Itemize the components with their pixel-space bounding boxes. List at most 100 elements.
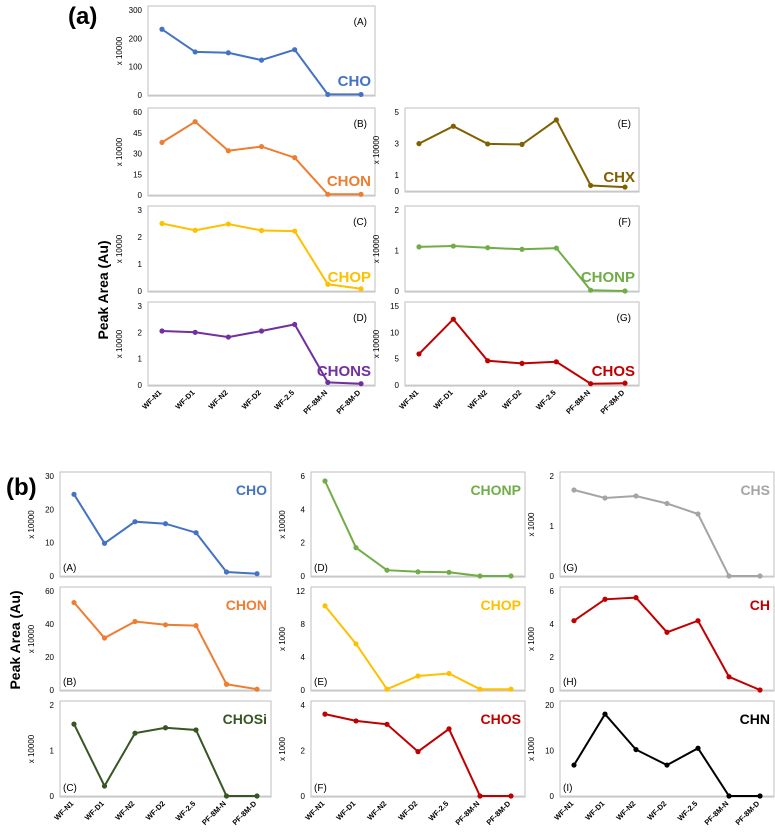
data-point (477, 793, 483, 799)
y-tick-label: 10 (390, 328, 399, 337)
data-point (358, 91, 364, 98)
data-point (71, 721, 77, 727)
y-tick-label: 200 (129, 34, 143, 43)
y-multiplier-label: x 1000 (527, 626, 536, 651)
x-tick-label: WF-N2 (113, 799, 136, 822)
data-point (588, 182, 594, 189)
data-point (358, 286, 364, 292)
data-point (633, 746, 639, 753)
y-tick-label: 10 (545, 747, 554, 756)
data-point (292, 321, 298, 328)
data-point (101, 540, 108, 546)
plot-frame (404, 107, 640, 193)
plot-a-C: 0 1 2 3 x 10000 CHOP (C) (115, 205, 376, 296)
y-tick-label: 2 (550, 472, 555, 481)
part-b-ylabel: Peak Area (Au) (7, 590, 23, 689)
data-point (384, 567, 390, 573)
data-point (622, 184, 628, 190)
plot-frame (59, 700, 272, 798)
data-point (622, 288, 628, 294)
plot-b-I: 0 10 20 x 1000 CHN (I) WF-N1 WF-D1 WF-N2 WF-D2 WF-… (527, 700, 775, 827)
data-point (446, 726, 452, 732)
data-point (225, 50, 231, 56)
data-point (450, 123, 456, 129)
part-b-label: (b) (6, 474, 37, 501)
data-point (223, 569, 230, 575)
plot-b-D: 0 2 4 6 x 10000 CHONP (D) (278, 471, 526, 581)
x-tick-label: WF-2.5 (676, 799, 700, 823)
data-point (485, 358, 491, 364)
y-multiplier-label: x 10000 (27, 734, 36, 763)
plot-b-G: 0 1 2 x 1000 CHS (G) (527, 471, 775, 581)
data-point (254, 793, 260, 799)
y-tick-label: 0 (395, 187, 400, 196)
x-tick-label: WF-N2 (466, 388, 489, 411)
plot-a-G: 0 5 10 15 x 10000 CHOS (G) WF-N1 WF-D1 WF-N2 WF-D2… (372, 301, 640, 416)
plot-a-A: 0 100 200 300 x 10000 CHO (A) (115, 5, 376, 100)
data-point (325, 191, 331, 197)
panel-letter: (B) (354, 119, 367, 130)
panel-letter: (E) (314, 677, 327, 688)
series-title: CHON (226, 597, 267, 613)
y-tick-label: 15 (390, 302, 399, 311)
data-point (193, 530, 199, 536)
y-tick-label: 8 (301, 620, 306, 629)
series-title: CHON (327, 173, 371, 190)
series-title: CHO (338, 73, 372, 90)
plot-frame (310, 471, 526, 578)
y-tick-label: 4 (301, 653, 306, 662)
x-tick-label: PF-8M-D (734, 799, 762, 827)
plot-frame (147, 107, 376, 197)
y-tick-label: 0 (395, 381, 400, 390)
plot-b-C: 0 1 2 x 10000 CHOSi (C) WF-N1 WF-D1 WF-N2 WF-D2 WF… (27, 700, 272, 827)
panel-letter: (F) (314, 783, 327, 794)
y-tick-label: 0 (395, 287, 400, 296)
y-multiplier-label: x 1000 (278, 626, 287, 651)
data-point (353, 545, 359, 551)
data-point (508, 793, 514, 799)
data-point (726, 674, 732, 680)
panel-letter: (A) (63, 563, 76, 574)
y-tick-label: 60 (133, 108, 142, 117)
data-point (162, 521, 169, 527)
part-a-label: (a) (68, 3, 97, 30)
data-point (757, 793, 763, 799)
data-point (519, 360, 525, 367)
data-point (553, 117, 559, 123)
x-tick-label: WF-2.5 (272, 388, 296, 412)
data-point (664, 762, 670, 768)
data-point (485, 245, 491, 251)
x-tick-label: WF-N2 (207, 388, 230, 411)
y-tick-label: 1 (395, 171, 400, 180)
y-tick-label: 1 (138, 260, 143, 269)
y-multiplier-label: x 10000 (115, 36, 124, 65)
plot-frame (559, 700, 775, 798)
data-point (325, 91, 331, 98)
series-title: CHOP (328, 269, 371, 286)
x-tick-label: PF-8M-N (454, 799, 482, 827)
panel-letter: (G) (617, 313, 631, 324)
series-title: CHOSi (223, 711, 267, 727)
data-point (162, 622, 169, 628)
series-title: CHONS (317, 363, 371, 380)
y-tick-label: 6 (550, 587, 555, 596)
data-point (450, 243, 456, 249)
data-point (292, 155, 298, 161)
data-point (602, 711, 608, 717)
y-tick-label: 2 (50, 701, 55, 710)
y-tick-label: 0 (138, 287, 143, 296)
data-point (192, 227, 198, 233)
x-tick-label: WF-D2 (144, 799, 167, 822)
y-tick-label: 60 (45, 587, 54, 596)
series-title: CHS (740, 482, 770, 498)
y-tick-label: 20 (45, 653, 54, 662)
data-point (477, 573, 483, 579)
data-point (571, 762, 577, 768)
y-multiplier-label: x 1000 (278, 736, 287, 761)
plot-b-F: 0 2 4 x 1000 CHOS (F) WF-N1 WF-D1 WF-N2 WF-D2 WF-2… (278, 700, 526, 827)
x-tick-label: WF-D2 (500, 388, 523, 411)
series-line (73, 601, 258, 691)
data-point (588, 287, 594, 293)
plot-a-B: 0 15 30 45 60 x 10000 CHON (B) (115, 107, 376, 200)
plot-frame (310, 586, 526, 692)
